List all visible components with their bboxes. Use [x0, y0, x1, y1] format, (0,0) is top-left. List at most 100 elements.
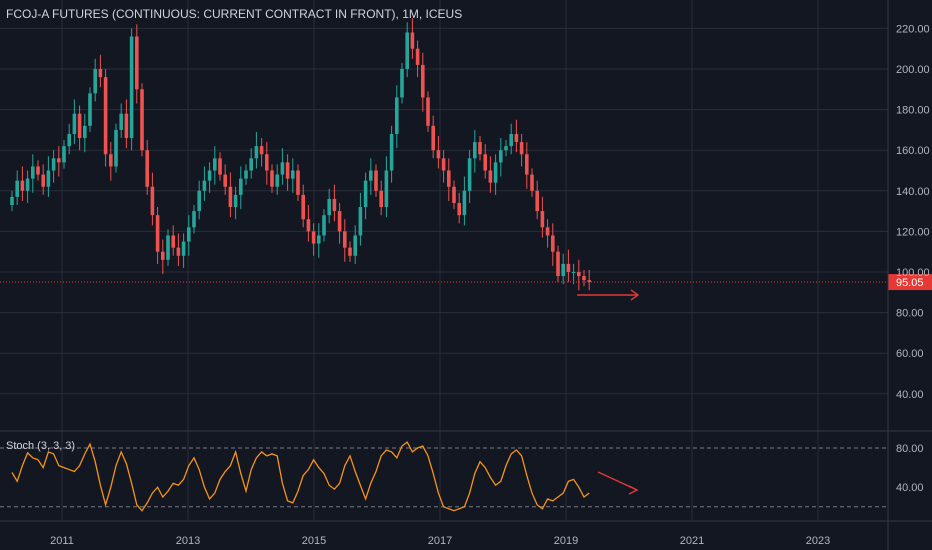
- candle-body: [431, 125, 435, 151]
- candle-body: [317, 235, 321, 244]
- candle-body: [379, 190, 383, 208]
- last-price-line: 95.05: [0, 274, 932, 291]
- candle-body: [124, 113, 129, 139]
- candle-body: [301, 194, 305, 220]
- candle-body: [410, 32, 415, 49]
- candle-body: [322, 215, 326, 236]
- candle-body: [145, 150, 149, 187]
- candle-body: [556, 251, 560, 277]
- candle-body: [483, 154, 487, 171]
- candle-body: [176, 247, 181, 256]
- candle-body: [10, 196, 14, 206]
- price-arrow-head: [630, 289, 640, 301]
- candle-body: [244, 170, 248, 179]
- candle-body: [571, 272, 576, 273]
- candle-body: [327, 198, 331, 216]
- candle-body: [41, 174, 45, 187]
- candle-body: [103, 77, 108, 155]
- candle-body: [540, 211, 545, 228]
- candle-body: [436, 150, 441, 159]
- y-tick-label: 200.00: [896, 64, 930, 76]
- candle-body: [181, 241, 186, 256]
- candle-body: [582, 276, 586, 281]
- stoch-y-tick-label: 40.00: [896, 482, 924, 494]
- candle-body: [447, 170, 451, 187]
- stoch-indicator-label: Stoch (3, 3, 3): [6, 440, 76, 452]
- candle-body: [233, 194, 238, 208]
- y-tick-label: 120.00: [896, 226, 930, 238]
- candle-body: [509, 133, 513, 147]
- candle-body: [369, 170, 373, 181]
- candle-body: [254, 146, 259, 159]
- candle-body: [88, 93, 92, 126]
- candle-body: [441, 158, 446, 171]
- candle-body: [270, 170, 274, 187]
- candle-body: [473, 142, 477, 159]
- stoch-line: [11, 441, 590, 512]
- candle-body: [374, 170, 378, 191]
- y-tick-label: 40.00: [896, 389, 924, 401]
- y-tick-label: 60.00: [896, 348, 924, 360]
- candle-body: [109, 154, 113, 167]
- annotations: [577, 289, 640, 495]
- y-tick-label: 160.00: [896, 145, 930, 157]
- x-tick-label: 2023: [806, 535, 830, 547]
- candle-body: [306, 219, 311, 232]
- candle-body: [228, 186, 233, 208]
- candle-body: [311, 231, 316, 244]
- candle-body: [239, 178, 243, 195]
- candle-body: [358, 207, 363, 236]
- candle-body: [135, 36, 139, 90]
- last-price-tag: [888, 274, 932, 291]
- candle-body: [83, 125, 87, 139]
- candle-body: [566, 263, 571, 272]
- candle-body: [187, 227, 191, 242]
- candle-body: [405, 32, 409, 69]
- stoch-y-tick-label: 80.00: [896, 443, 924, 455]
- candle-body: [57, 158, 61, 163]
- candle-body: [265, 154, 269, 171]
- candle-body: [514, 133, 519, 143]
- candle-body: [93, 69, 97, 94]
- candle-body: [98, 69, 103, 78]
- candle-body: [51, 158, 56, 171]
- candle-body: [332, 198, 337, 212]
- candle-body: [249, 158, 253, 171]
- candle-body: [577, 272, 581, 277]
- candle-body: [72, 113, 77, 134]
- candle-body: [343, 231, 347, 248]
- candle-body: [353, 235, 357, 256]
- candle-body: [20, 180, 25, 191]
- stoch-arrow-head: [628, 485, 639, 495]
- candles: [10, 18, 591, 291]
- candle-body: [197, 190, 201, 212]
- y-tick-label: 220.00: [896, 23, 930, 35]
- candle-body: [337, 211, 342, 232]
- candle-body: [348, 247, 352, 256]
- candle-body: [213, 158, 217, 171]
- candle-body: [77, 113, 82, 139]
- x-tick-label: 2021: [680, 535, 704, 547]
- candle-body: [25, 178, 30, 191]
- candle-body: [259, 146, 264, 155]
- candle-body: [285, 162, 290, 179]
- y-tick-label: 80.00: [896, 308, 924, 320]
- candle-body: [400, 69, 404, 98]
- candle-body: [457, 202, 461, 216]
- candle-body: [46, 170, 51, 187]
- candle-body: [493, 162, 498, 183]
- candle-body: [535, 190, 539, 212]
- candle-body: [207, 170, 212, 181]
- candle-body: [488, 170, 493, 183]
- candle-body: [384, 170, 389, 208]
- candle-body: [114, 129, 118, 167]
- candle-body: [395, 97, 399, 134]
- candle-body: [452, 186, 456, 203]
- candle-body: [161, 251, 165, 260]
- candle-body: [296, 170, 300, 195]
- candle-body: [363, 180, 368, 208]
- x-tick-label: 2019: [554, 535, 578, 547]
